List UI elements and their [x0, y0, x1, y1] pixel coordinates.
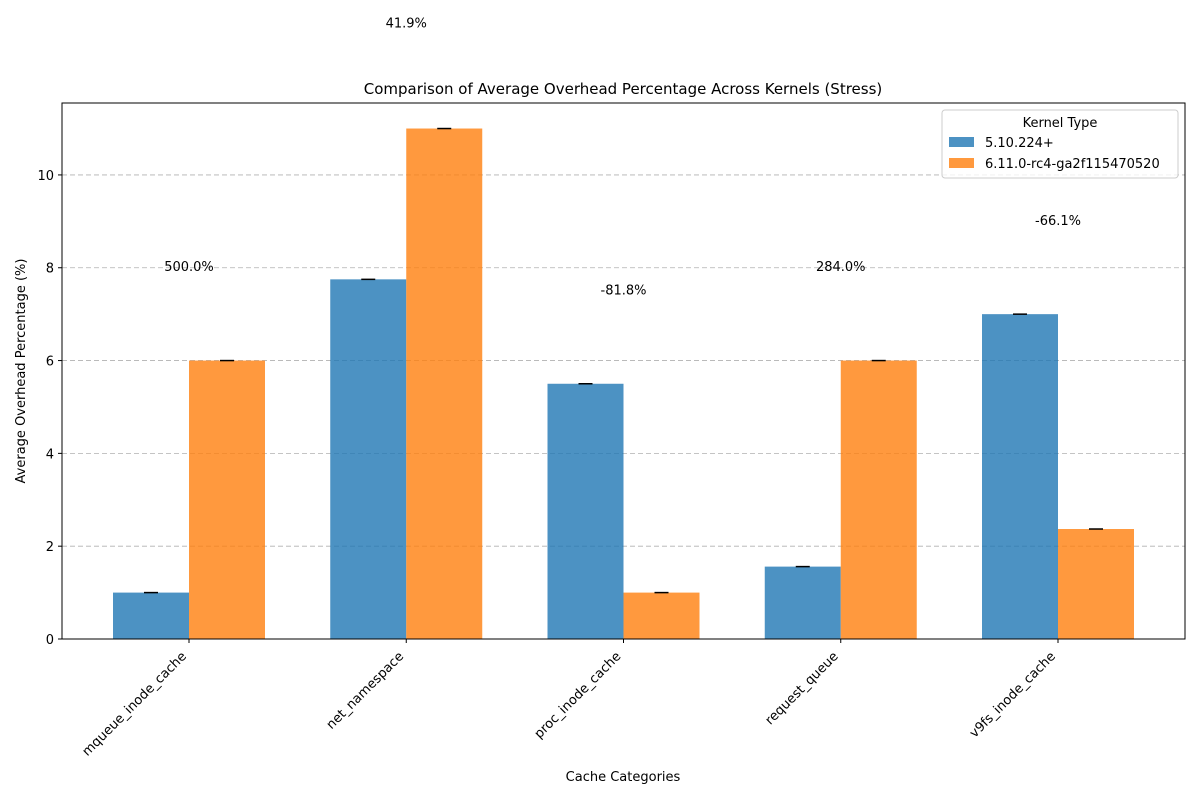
- bar-series-0-request-queue: [764, 566, 841, 639]
- bar-series-0-mqueue-inode-cache: [113, 592, 189, 639]
- bar-series-0-proc-inode-cache: [547, 383, 624, 639]
- y-tick-label: 6: [46, 355, 54, 370]
- bar-series-1-v9fs-inode-cache: [1058, 529, 1134, 639]
- error-bars: [144, 127, 1103, 594]
- y-tick-label: 2: [46, 540, 54, 555]
- legend-label-series-1: 6.11.0-rc4-ga2f115470520: [985, 157, 1160, 172]
- percent-change-label: -66.1%: [1035, 214, 1081, 229]
- x-tick-label: request_queue: [763, 649, 842, 728]
- legend-title: Kernel Type: [1023, 116, 1098, 131]
- y-tick-label: 8: [46, 262, 54, 277]
- y-tick-label: 4: [46, 447, 54, 462]
- bar-series-0-v9fs-inode-cache: [982, 314, 1058, 639]
- y-tick-label: 10: [37, 169, 54, 184]
- legend-frame: [941, 109, 1179, 179]
- chart-title: Comparison of Average Overhead Percentag…: [364, 80, 883, 98]
- percent-change-label: -81.8%: [601, 283, 647, 298]
- x-tick-label: v9fs_inode_cache: [967, 649, 1059, 741]
- bars: [113, 128, 1134, 639]
- legend-swatch-series-1: [949, 158, 974, 168]
- legend-swatch-series-0: [949, 137, 974, 147]
- bar-series-1-proc-inode-cache: [623, 592, 700, 639]
- bar-series-1-request-queue: [840, 360, 917, 639]
- percent-change-label: 284.0%: [816, 260, 866, 275]
- legend-label-series-0: 5.10.224+: [985, 136, 1054, 151]
- y-axis-ticks: 0 2 4 6 8 10: [37, 169, 62, 648]
- legend: Kernel Type 5.10.224+ 6.11.0-rc4-ga2f115…: [941, 109, 1179, 179]
- y-axis-title: Average Overhead Percentage (%): [14, 259, 29, 484]
- bar-series-1-net-namespace: [406, 128, 483, 639]
- x-tick-label: net_namespace: [324, 649, 407, 732]
- percent-change-label: 41.9%: [386, 17, 427, 32]
- y-tick-label: 0: [46, 633, 54, 648]
- x-axis-ticks: mqueue_inode_cache net_namespace proc_inod…: [80, 639, 1059, 759]
- bar-series-1-mqueue-inode-cache: [189, 360, 265, 639]
- annotations: 500.0% 41.9% -81.8% 284.0% -66.1%: [164, 17, 1081, 299]
- x-axis-title: Cache Categories: [566, 770, 681, 785]
- x-tick-label: proc_inode_cache: [532, 649, 625, 742]
- bar-series-0-net-namespace: [330, 279, 407, 639]
- percent-change-label: 500.0%: [164, 260, 214, 275]
- x-tick-label: mqueue_inode_cache: [80, 649, 190, 759]
